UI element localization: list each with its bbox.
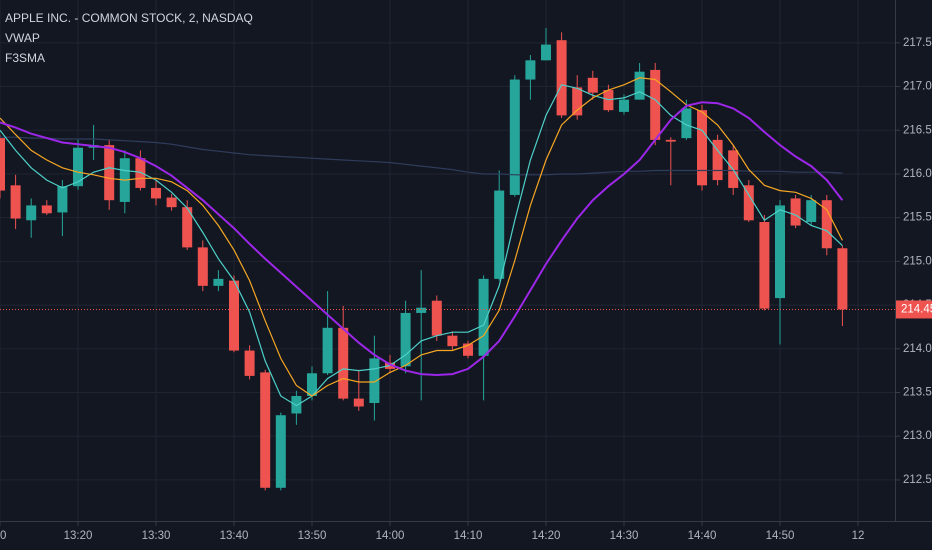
candle-body — [213, 278, 224, 286]
candle-body — [229, 280, 239, 351]
candle-body — [104, 145, 115, 201]
candle-body — [73, 147, 83, 187]
x-tick-label: 14:00 — [376, 530, 405, 542]
indicator-line — [0, 101, 844, 377]
candle-body — [338, 327, 349, 399]
candle-body — [291, 395, 302, 414]
indicator-name: F3SMA — [5, 51, 45, 65]
candle-body — [712, 139, 723, 181]
candle-body — [821, 200, 832, 249]
indicator-name: VWAP — [5, 31, 40, 45]
candle-body — [400, 312, 411, 367]
candle-body — [759, 222, 770, 309]
candle-body — [197, 247, 208, 286]
y-tick-label: 217.50 — [903, 37, 932, 49]
x-tick-label: 12 — [852, 530, 865, 542]
candle-body — [369, 358, 380, 403]
candle-body — [697, 110, 707, 186]
grid — [0, 0, 895, 521]
candle-body — [681, 108, 692, 139]
candle-body — [26, 205, 37, 221]
x-tick-label: 13:50 — [298, 530, 327, 542]
x-tick-label: 14:40 — [688, 530, 717, 542]
candle-body — [525, 60, 536, 80]
candle-body — [260, 372, 271, 488]
candle-body — [463, 343, 473, 356]
candle-body — [665, 139, 676, 142]
candle-body — [775, 205, 785, 299]
indicator-line — [0, 77, 843, 397]
candle-body — [478, 278, 489, 356]
x-tick-label: 13:30 — [142, 530, 171, 542]
candle-body — [619, 99, 629, 112]
candle-body — [322, 327, 333, 374]
x-tick-label: 14:10 — [454, 530, 483, 542]
candle-body — [166, 197, 177, 208]
candle-body — [572, 87, 583, 116]
candle-body — [806, 200, 817, 223]
candle-body — [41, 205, 52, 214]
candle-body — [57, 186, 68, 213]
candle-body — [556, 40, 567, 116]
y-tick-label: 215.00 — [903, 255, 932, 267]
candle-body — [587, 77, 598, 93]
candle-body — [790, 198, 801, 226]
candle-body — [541, 44, 551, 61]
candle-body — [135, 158, 146, 188]
y-tick-label: 212.50 — [903, 474, 932, 486]
y-tick-label: 215.50 — [903, 212, 932, 224]
y-tick-label: 214.00 — [903, 343, 932, 355]
x-tick-label: 13:20 — [64, 530, 93, 542]
candle-body — [650, 69, 661, 140]
y-tick-label: 217.00 — [903, 81, 932, 93]
y-tick-label: 213.50 — [903, 387, 932, 399]
candle-body — [244, 350, 255, 376]
indicator-line — [0, 84, 843, 407]
x-tick-label: 10 — [0, 530, 6, 542]
candle-body — [182, 207, 193, 248]
last-price-box — [896, 300, 932, 319]
candle-body — [743, 185, 754, 221]
candle-body — [0, 138, 5, 191]
plot-area — [0, 27, 895, 491]
candle-body — [353, 398, 364, 407]
candle-body — [416, 307, 427, 313]
y-tick-label: 213.00 — [903, 430, 932, 442]
x-tick-label: 14:50 — [766, 530, 795, 542]
candle-body — [10, 185, 21, 219]
candle-body — [494, 190, 505, 279]
axes: 212.50213.00213.50214.00214.50215.00215.… — [0, 37, 932, 542]
candle-body — [151, 187, 161, 199]
y-tick-label: 216.00 — [903, 168, 932, 180]
x-tick-label: 14:20 — [532, 530, 561, 542]
chart-title: APPLE INC. - COMMON STOCK, 2, NASDAQ — [5, 11, 253, 25]
candle-body — [307, 373, 317, 396]
candle-body — [431, 300, 442, 336]
x-tick-label: 13:40 — [220, 530, 249, 542]
y-tick-label: 216.50 — [903, 124, 932, 136]
candle-body — [509, 79, 520, 195]
indicator-line — [0, 136, 843, 176]
candle-body — [447, 335, 458, 347]
last-price-label: 214.45 — [901, 303, 932, 315]
candle-body — [275, 415, 286, 488]
candle-body — [837, 248, 848, 310]
x-tick-label: 14:30 — [610, 530, 639, 542]
candle-body — [634, 71, 645, 100]
